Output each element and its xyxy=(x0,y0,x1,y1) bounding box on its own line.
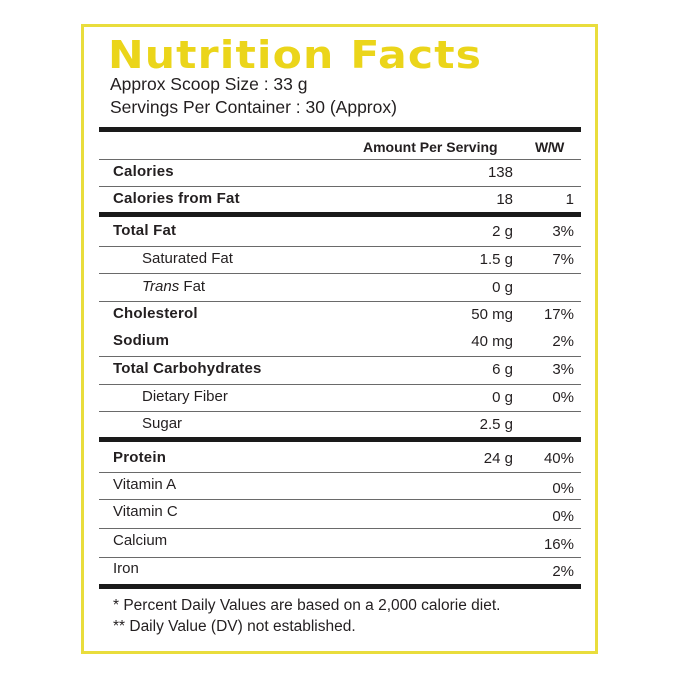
footnote-daily-values: * Percent Daily Values are based on a 2,… xyxy=(113,597,501,614)
divider xyxy=(99,528,581,529)
nutrient-percent: 1 xyxy=(565,191,574,208)
header-percent: W/W xyxy=(535,139,564,155)
header-amount-per-serving: Amount Per Serving xyxy=(363,139,498,155)
nutrient-label: Trans Fat xyxy=(142,277,205,297)
servings-per-container: Servings Per Container : 30 (Approx) xyxy=(110,97,397,117)
nutrient-percent: 40% xyxy=(543,450,574,467)
nutrient-row-calories-from-fat: Calories from Fat 18 1 xyxy=(99,189,581,209)
nutrient-label: Cholesterol xyxy=(113,305,198,322)
divider-thick xyxy=(99,437,581,442)
divider xyxy=(99,159,581,160)
divider-thick xyxy=(99,127,581,132)
nutrient-label: Sodium xyxy=(113,332,170,349)
nutrient-row-calories: Calories 138 xyxy=(99,162,581,182)
nutrient-amount: 40 mg xyxy=(471,333,513,350)
nutrient-label: Total Fat xyxy=(113,222,177,239)
nutrient-label-rest: Fat xyxy=(183,278,206,295)
nutrient-percent: 2% xyxy=(552,563,574,580)
divider xyxy=(99,384,581,385)
divider xyxy=(99,273,581,274)
nutrient-row-dietary-fiber: Dietary Fiber 0 g 0% xyxy=(99,387,581,407)
nutrient-amount: 138 xyxy=(487,164,513,181)
nutrient-label: Sugar xyxy=(142,415,183,432)
label-frame xyxy=(81,24,598,654)
nutrient-row-saturated-fat: Saturated Fat 1.5 g 7% xyxy=(99,249,581,269)
nutrient-amount: 24 g xyxy=(483,450,513,467)
nutrient-row-iron: Iron 2% xyxy=(99,559,581,580)
divider xyxy=(99,472,581,473)
nutrient-label: Total Carbohydrates xyxy=(113,360,262,377)
divider xyxy=(99,186,581,187)
nutrient-label: Saturated Fat xyxy=(142,250,233,267)
nutrient-row-total-carbohydrates: Total Carbohydrates 6 g 3% xyxy=(99,359,581,379)
divider xyxy=(99,411,581,412)
divider xyxy=(99,301,581,302)
nutrient-amount: 6 g xyxy=(492,361,513,378)
nutrient-percent: 0% xyxy=(552,480,574,497)
nutrient-amount: 0 g xyxy=(492,389,513,406)
nutrient-label: Calcium xyxy=(113,532,168,549)
nutrient-label: Protein xyxy=(113,449,167,466)
nutrient-row-total-fat: Total Fat 2 g 3% xyxy=(99,221,581,241)
nutrient-row-trans-fat: Trans Fat 0 g xyxy=(99,277,581,297)
nutrient-percent: 2% xyxy=(552,333,574,350)
nutrient-amount: 2 g xyxy=(492,223,513,240)
nutrient-row-sugar: Sugar 2.5 g xyxy=(99,414,581,434)
nutrient-row-vitamin-c: Vitamin C 0% xyxy=(99,502,581,525)
divider xyxy=(99,499,581,500)
nutrient-amount: 18 xyxy=(496,191,513,208)
nutrient-percent: 17% xyxy=(543,306,574,323)
divider xyxy=(99,246,581,247)
nutrient-label: Calories from Fat xyxy=(113,190,240,207)
footnote-dv-not-established: ** Daily Value (DV) not established. xyxy=(113,618,356,635)
nutrient-label: Vitamin A xyxy=(113,476,177,493)
nutrient-row-protein: Protein 24 g 40% xyxy=(99,448,581,468)
nutrient-row-cholesterol: Cholesterol 50 mg 17% xyxy=(99,304,581,324)
nutrient-amount: 2.5 g xyxy=(479,416,513,433)
nutrient-amount: 0 g xyxy=(492,279,513,296)
divider xyxy=(99,356,581,357)
nutrient-label: Calories xyxy=(113,163,174,180)
scoop-size: Approx Scoop Size : 33 g xyxy=(110,74,308,94)
nutrient-row-sodium: Sodium 40 mg 2% xyxy=(99,331,581,351)
divider-thick xyxy=(99,212,581,217)
nutrient-label: Vitamin C xyxy=(113,503,178,520)
divider xyxy=(99,557,581,558)
nutrient-row-vitamin-a: Vitamin A 0% xyxy=(99,475,581,497)
nutrient-label-italic: Trans xyxy=(142,278,180,295)
nutrient-amount: 50 mg xyxy=(471,306,513,323)
nutrient-row-calcium: Calcium 16% xyxy=(99,531,581,553)
nutrient-percent: 16% xyxy=(543,536,574,553)
nutrient-percent: 3% xyxy=(552,361,574,378)
label-title: Nutrition Facts xyxy=(108,33,483,77)
nutrient-percent: 0% xyxy=(552,389,574,406)
nutrient-label: Dietary Fiber xyxy=(142,388,228,405)
nutrient-percent: 7% xyxy=(552,251,574,268)
divider-thick xyxy=(99,584,581,589)
nutrient-amount: 1.5 g xyxy=(479,251,513,268)
nutrient-label: Iron xyxy=(113,560,139,577)
nutrient-percent: 0% xyxy=(552,508,574,525)
nutrient-percent: 3% xyxy=(552,223,574,240)
